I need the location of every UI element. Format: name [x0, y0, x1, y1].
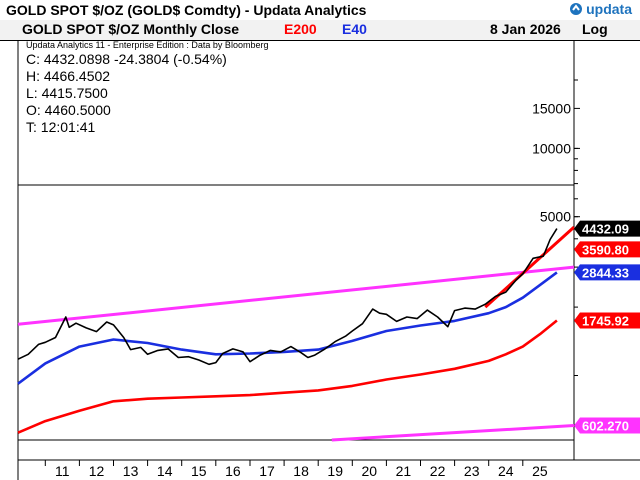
price-label: 602.270	[574, 417, 640, 434]
price-label-box	[574, 220, 640, 237]
high-value: H: 4466.4502	[26, 68, 111, 84]
legend-e200[interactable]: E200	[284, 21, 317, 37]
updata-logo-icon	[570, 3, 583, 15]
x-tick-label: 20	[362, 463, 378, 479]
price-label-box	[574, 264, 640, 281]
x-tick-label: 23	[464, 463, 480, 479]
brand-logo: updata	[569, 1, 632, 17]
series-e40[interactable]	[17, 271, 558, 385]
x-tick-label: 17	[259, 463, 275, 479]
trendline-0[interactable]	[17, 265, 575, 326]
chart-header: GOLD SPOT $/OZ Monthly Close E200 E40 8 …	[0, 20, 640, 41]
low-value: L: 4415.7500	[26, 85, 108, 101]
y-tick-label: 15000	[532, 100, 571, 116]
price-label-box	[574, 417, 640, 434]
x-tick-label: 14	[157, 463, 173, 479]
x-tick-label: 25	[532, 463, 548, 479]
price-label-box	[574, 312, 640, 329]
edition-label: Updata Analytics 11 - Enterprise Edition…	[26, 40, 269, 50]
price-label-text: 1745.92	[582, 314, 629, 329]
price-label-text: 602.270	[582, 419, 629, 434]
price-label: 2844.33	[574, 264, 640, 281]
x-tick-label: 16	[225, 463, 241, 479]
x-tick-label: 19	[327, 463, 343, 479]
price-label-box	[574, 241, 640, 258]
series-e200[interactable]	[17, 319, 558, 434]
open-value: O: 4460.5000	[26, 102, 111, 118]
y-tick-label: 10000	[532, 140, 571, 156]
title-bar: GOLD SPOT $/OZ (GOLD$ Comdty) - Updata A…	[0, 0, 640, 21]
x-tick-label: 11	[55, 463, 70, 479]
chart-title: GOLD SPOT $/OZ Monthly Close	[22, 21, 240, 37]
x-tick-label: 21	[396, 463, 412, 479]
price-label-text: 4432.09	[582, 222, 629, 237]
series-gold-spot-oz[interactable]	[17, 228, 558, 366]
trendline-1[interactable]	[331, 424, 575, 442]
x-tick-label: 13	[123, 463, 139, 479]
price-label-text: 2844.33	[582, 265, 629, 280]
x-tick-label: 18	[293, 463, 309, 479]
x-tick-label: 15	[191, 463, 207, 479]
price-label-text: 3590.80	[582, 242, 629, 257]
ohlc-info-panel: Updata Analytics 11 - Enterprise Edition…	[26, 40, 268, 136]
price-label: 4432.09	[574, 220, 640, 237]
x-tick-label: 24	[498, 463, 514, 479]
plot-area	[18, 40, 574, 460]
x-tick-label: 12	[89, 463, 105, 479]
price-label: 1745.92	[574, 312, 640, 329]
brand-name: updata	[586, 1, 632, 17]
x-tick-label: 22	[430, 463, 446, 479]
time-value: T: 12:01:41	[26, 119, 96, 135]
close-value: C: 4432.0898 -24.3804 (-0.54%)	[26, 51, 227, 67]
scale-mode[interactable]: Log	[582, 21, 608, 37]
window-title: GOLD SPOT $/OZ (GOLD$ Comdty) - Updata A…	[6, 2, 367, 18]
price-label: 3590.80	[574, 241, 640, 258]
chart-date: 8 Jan 2026	[490, 21, 561, 37]
legend-e40[interactable]: E40	[342, 21, 367, 37]
y-tick-label: 5000	[540, 209, 571, 225]
